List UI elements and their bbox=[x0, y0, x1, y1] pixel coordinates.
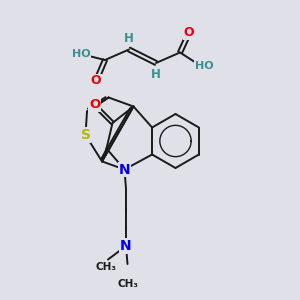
Text: HO: HO bbox=[195, 61, 213, 71]
Text: S: S bbox=[80, 128, 91, 142]
Text: O: O bbox=[89, 98, 100, 112]
Text: HO: HO bbox=[72, 49, 90, 59]
Text: O: O bbox=[184, 26, 194, 40]
Text: H: H bbox=[124, 32, 134, 45]
Text: H: H bbox=[151, 68, 161, 81]
Text: CH₃: CH₃ bbox=[117, 279, 138, 289]
Text: CH₃: CH₃ bbox=[95, 262, 116, 272]
Text: O: O bbox=[91, 74, 101, 88]
Text: N: N bbox=[119, 163, 130, 176]
Text: N: N bbox=[120, 239, 132, 253]
